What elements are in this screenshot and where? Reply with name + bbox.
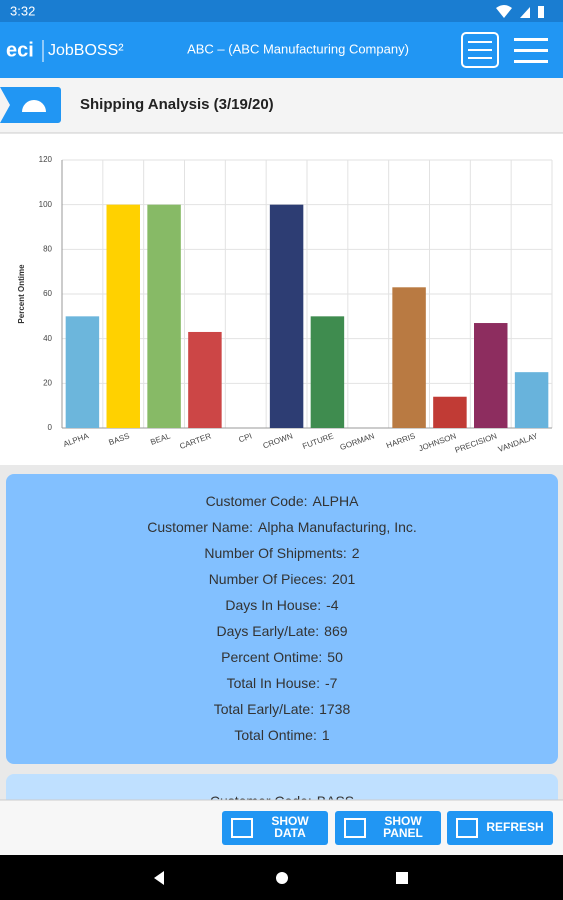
bar	[269, 204, 304, 428]
button-label[interactable]: REFRESH	[486, 820, 543, 834]
detail-row: Percent Ontime: 50	[221, 649, 343, 665]
button[interactable]: REFRESH	[447, 811, 553, 845]
logo: eci	[6, 39, 34, 61]
detail-label: Total Early/Late:	[214, 701, 314, 717]
bar	[147, 204, 181, 428]
y-axis-label: Percent Ontime	[17, 264, 26, 324]
detail-row: Days Early/Late: 869	[216, 623, 347, 639]
bar	[106, 204, 140, 428]
button-icon[interactable]	[231, 818, 253, 838]
detail-value: 2	[352, 545, 360, 561]
button-icon[interactable]	[456, 818, 478, 838]
button-label[interactable]: SHOW	[271, 814, 309, 828]
bar	[433, 396, 467, 428]
detail-label: Number Of Shipments:	[204, 545, 346, 561]
y-tick-label: 80	[43, 244, 52, 253]
settings-frame[interactable]	[461, 32, 499, 68]
gauge-icon	[22, 100, 46, 112]
detail-row: Customer Code: BASS	[210, 793, 354, 809]
menu-line[interactable]	[514, 60, 548, 63]
detail-value: 1738	[319, 701, 350, 717]
detail-card[interactable]	[6, 474, 558, 764]
bar	[310, 316, 345, 428]
wifi-icon	[496, 5, 512, 18]
detail-label: Days Early/Late:	[216, 623, 319, 639]
detail-value: 1	[322, 727, 330, 743]
menu-line[interactable]	[514, 38, 548, 41]
y-tick-label: 120	[39, 155, 53, 164]
button-label[interactable]: PANEL	[383, 826, 423, 840]
detail-label: Customer Code:	[210, 793, 312, 809]
detail-row: Number Of Pieces: 201	[209, 571, 356, 587]
bar	[65, 316, 100, 428]
bar	[514, 372, 549, 428]
detail-row: Total Early/Late: 1738	[214, 701, 351, 717]
y-tick-label: 0	[48, 423, 53, 432]
settings-button[interactable]	[461, 32, 499, 68]
detail-value: -4	[326, 597, 339, 613]
menu-button[interactable]	[514, 38, 548, 63]
status-bar	[0, 0, 563, 22]
nav-back[interactable]	[154, 871, 164, 885]
y-tick-label: 100	[39, 200, 53, 209]
button-icon[interactable]	[344, 818, 366, 838]
battery-icon	[538, 6, 544, 18]
y-tick-label: 20	[43, 378, 52, 387]
page-title: Shipping Analysis (3/19/20)	[80, 96, 274, 113]
detail-label: Total In House:	[227, 675, 320, 691]
detail-value: -7	[325, 675, 338, 691]
detail-value: ALPHA	[313, 493, 360, 509]
status-time: 3:32	[10, 3, 35, 18]
detail-row: Number Of Shipments: 2	[204, 545, 359, 561]
bar	[392, 287, 426, 428]
detail-value: BASS	[317, 793, 354, 809]
detail-row: Days In House: -4	[225, 597, 338, 613]
detail-label: Customer Code:	[206, 493, 308, 509]
button-label[interactable]: SHOW	[384, 814, 422, 828]
bar	[474, 323, 508, 428]
menu-line[interactable]	[514, 49, 548, 52]
detail-label: Total Ontime:	[234, 727, 316, 743]
y-tick-label: 60	[43, 289, 52, 298]
signal-icon	[520, 7, 530, 18]
nav-home[interactable]	[276, 872, 288, 884]
detail-row: Total Ontime: 1	[234, 727, 329, 743]
detail-row: Total In House: -7	[227, 675, 338, 691]
y-tick-label: 40	[43, 334, 52, 343]
detail-row: Customer Name: Alpha Manufacturing, Inc.	[147, 519, 417, 535]
button-label[interactable]: DATA	[274, 826, 306, 840]
title-row	[0, 78, 563, 133]
nav-recents[interactable]	[396, 872, 408, 884]
detail-value: 50	[327, 649, 343, 665]
detail-card[interactable]	[6, 774, 558, 834]
detail-value: 869	[324, 623, 348, 639]
company-name: ABC – (ABC Manufacturing Company)	[187, 41, 409, 56]
detail-label: Customer Name:	[147, 519, 253, 535]
detail-value: 201	[332, 571, 356, 587]
detail-row: Customer Code: ALPHA	[206, 493, 360, 509]
detail-label: Number Of Pieces:	[209, 571, 327, 587]
detail-value: Alpha Manufacturing, Inc.	[258, 519, 417, 535]
detail-label: Days In House:	[225, 597, 321, 613]
x-tick-label: CPI	[238, 431, 254, 444]
bar	[188, 331, 222, 428]
detail-label: Percent Ontime:	[221, 649, 322, 665]
detail-cards: Customer Code: ALPHA Customer Name: Alpha M…	[6, 474, 558, 834]
product-name: JobBOSS²	[48, 42, 124, 59]
